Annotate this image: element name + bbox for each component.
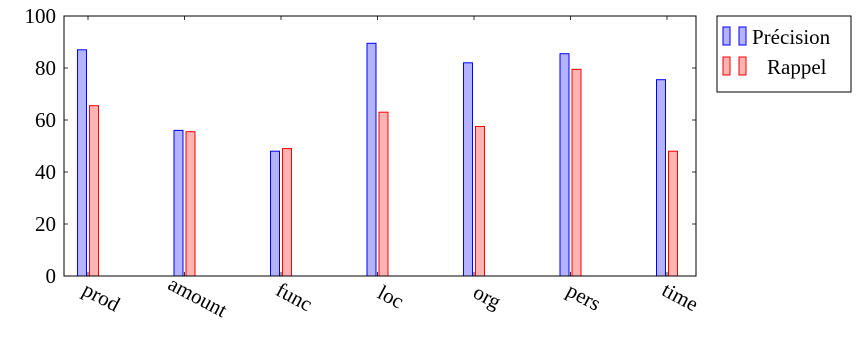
bar-rappel-loc bbox=[378, 111, 389, 277]
legend-swatch-rappel bbox=[722, 56, 731, 76]
bar-rappel-amount bbox=[185, 131, 196, 277]
bar-rappel-org bbox=[475, 126, 485, 277]
legend-swatch-precision bbox=[722, 26, 731, 46]
bars-layer bbox=[77, 42, 678, 277]
bar-precision-func bbox=[270, 150, 280, 277]
bar-rappel-func bbox=[282, 148, 292, 277]
bar-precision-loc bbox=[366, 42, 377, 277]
bar-rappel-time bbox=[668, 150, 678, 277]
x-tick-label-pers: pers bbox=[563, 278, 605, 316]
bar-rappel-prod bbox=[89, 105, 99, 277]
x-tick-label-func: func bbox=[272, 277, 316, 316]
plot-frame bbox=[63, 15, 697, 277]
bar-precision-org bbox=[463, 62, 473, 277]
x-tick-label-time: time bbox=[658, 277, 702, 316]
legend-swatch-rappel-2 bbox=[738, 56, 747, 76]
x-tick-label-amount: amount bbox=[164, 271, 231, 322]
bar-rappel-pers bbox=[571, 68, 582, 277]
legend-label-precision: Précision bbox=[752, 25, 831, 49]
legend: Précision Rappel bbox=[716, 15, 852, 93]
bar-precision-time bbox=[656, 79, 666, 277]
legend-label-rappel: Rappel bbox=[767, 55, 827, 79]
y-tick-label: 100 bbox=[25, 4, 57, 28]
y-tick-label: 40 bbox=[35, 160, 56, 184]
y-tick-label: 0 bbox=[46, 264, 57, 288]
bar-precision-prod bbox=[77, 49, 87, 277]
axes-layer: 0 20 40 60 80 100 prod amount func loc org pers time bbox=[25, 4, 703, 322]
bar-precision-amount bbox=[173, 129, 184, 277]
legend-swatch-precision-2 bbox=[738, 26, 747, 46]
x-tick-label-prod: prod bbox=[79, 277, 125, 316]
y-tick-label: 60 bbox=[35, 108, 56, 132]
bar-precision-pers bbox=[559, 53, 570, 277]
x-tick-label-loc: loc bbox=[374, 280, 408, 313]
y-tick-label: 80 bbox=[35, 56, 56, 80]
x-tick-label-org: org bbox=[469, 280, 505, 314]
y-tick-label: 20 bbox=[35, 212, 56, 236]
